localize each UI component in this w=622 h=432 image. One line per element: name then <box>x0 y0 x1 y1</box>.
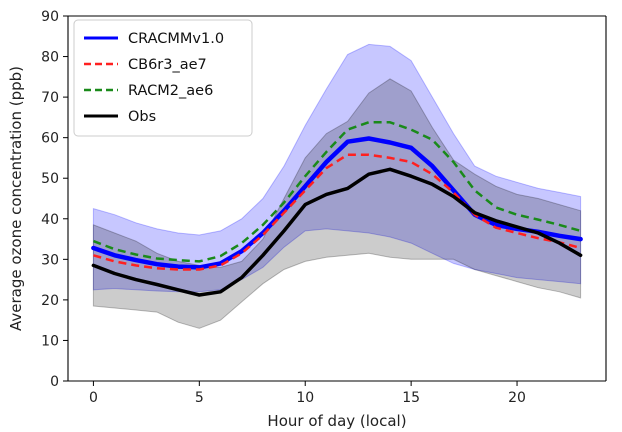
legend: CRACMMv1.0 CB6r3_ae7 RACM2_ae6 Obs <box>73 19 253 137</box>
y-tick-label: 70 <box>41 90 59 106</box>
axes <box>67 15 607 382</box>
y-axis-label: Average ozone concentration (ppb) <box>7 66 25 331</box>
obs-line <box>91 167 583 297</box>
x-axis-label: Hour of day (local) <box>267 412 406 430</box>
tick-marks: 0 5 10 15 20 0 10 20 30 40 50 60 70 80 90 <box>41 9 526 406</box>
x-tick-label: 0 <box>89 390 98 406</box>
y-tick-label: 30 <box>41 252 59 268</box>
y-tick-label: 20 <box>41 293 59 309</box>
y-tick-label: 60 <box>41 131 59 147</box>
y-tick-label: 80 <box>41 50 59 66</box>
cb6r3-ae7-legend-label: CB6r3_ae7 <box>128 57 207 73</box>
racm2-ae6-legend-label: RACM2_ae6 <box>128 83 213 99</box>
x-tick-label: 10 <box>296 390 314 406</box>
legend-box <box>73 19 253 137</box>
y-tick-label: 50 <box>41 171 59 187</box>
series-lines <box>91 121 583 297</box>
y-tick-label: 90 <box>41 9 59 25</box>
racm2-ae6-line <box>92 121 581 263</box>
obs-range-band <box>92 78 582 329</box>
y-tick-label: 10 <box>41 333 59 349</box>
cracmmv1-0-legend-label: CRACMMv1.0 <box>128 31 224 47</box>
x-tick-label: 20 <box>508 390 526 406</box>
y-tick-label: 40 <box>41 212 59 228</box>
y-tick-label: 0 <box>50 374 59 390</box>
cracmmv1-0-line <box>91 136 583 270</box>
obs-legend-label: Obs <box>128 109 156 125</box>
cb6r3-ae7-line <box>93 153 581 271</box>
x-tick-label: 5 <box>195 390 204 406</box>
x-tick-label: 15 <box>402 390 420 406</box>
